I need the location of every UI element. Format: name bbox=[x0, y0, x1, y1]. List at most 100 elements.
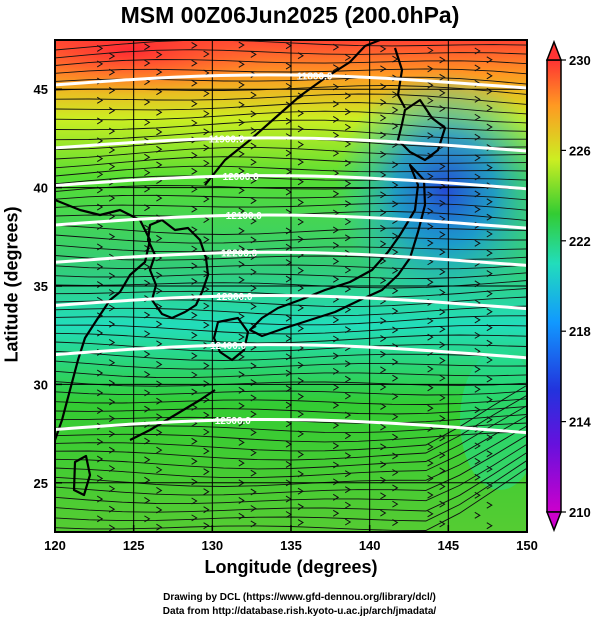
wind-arrow bbox=[344, 411, 352, 419]
wind-arrow bbox=[439, 105, 446, 113]
wind-arrow bbox=[297, 235, 304, 243]
contour-line bbox=[55, 417, 527, 435]
wind-arrow bbox=[380, 209, 387, 216]
wind-arrow bbox=[332, 190, 340, 198]
wind-arrow bbox=[344, 180, 352, 187]
wind-arrow bbox=[486, 123, 493, 131]
wind-arrow bbox=[238, 439, 245, 446]
wind-arrow bbox=[380, 492, 387, 500]
wind-arrow bbox=[392, 287, 399, 295]
wind-arrow bbox=[380, 191, 387, 199]
wind-arrow bbox=[144, 59, 151, 67]
wind-arrow bbox=[427, 491, 434, 499]
wind-arrow bbox=[392, 500, 399, 508]
wind-arrow bbox=[144, 350, 151, 358]
wind-arrow bbox=[332, 383, 340, 391]
wind-arrow bbox=[156, 108, 163, 116]
wind-arrow bbox=[486, 434, 493, 442]
wind-arrow bbox=[380, 171, 387, 179]
wind-arrow bbox=[191, 167, 198, 175]
axis-ticks: 120 125 130 135 140 145 150 25 30 35 40 45 bbox=[34, 82, 538, 553]
wind-arrow bbox=[250, 197, 257, 205]
wind-arrow bbox=[486, 308, 493, 316]
wind-arrow bbox=[297, 218, 304, 226]
wind-arrow bbox=[156, 466, 163, 474]
wind-arrow bbox=[108, 359, 116, 367]
wind-arrow bbox=[108, 68, 116, 76]
wind-arrow bbox=[297, 158, 304, 166]
wind-arrow bbox=[297, 451, 304, 458]
wind-arrow bbox=[96, 170, 104, 178]
wind-arrow bbox=[427, 97, 434, 105]
wind-arrow bbox=[344, 159, 352, 167]
wind-arrow bbox=[392, 248, 399, 256]
wind-arrow bbox=[439, 73, 446, 81]
wind-arrow bbox=[250, 253, 257, 261]
x-tick-label: 120 bbox=[44, 538, 66, 553]
colorbar-scale bbox=[546, 59, 562, 513]
wind-arrow bbox=[144, 169, 151, 177]
wind-arrow bbox=[108, 194, 116, 202]
colorbar-label: 222 bbox=[569, 234, 591, 249]
wind-arrow bbox=[392, 452, 399, 460]
wind-arrow bbox=[344, 54, 352, 61]
wind-arrow bbox=[96, 407, 104, 414]
wind-arrow bbox=[108, 505, 116, 513]
wind-arrow bbox=[238, 459, 245, 467]
wind-arrow bbox=[344, 432, 352, 440]
wind-arrow bbox=[439, 199, 446, 207]
wind-arrow bbox=[108, 127, 116, 135]
wind-arrow bbox=[344, 266, 352, 274]
wind-arrow bbox=[392, 200, 399, 208]
wind-arrow bbox=[297, 325, 304, 332]
wind-arrow bbox=[191, 457, 198, 465]
contour-line bbox=[55, 343, 527, 360]
wind-arrow bbox=[486, 375, 493, 383]
wind-arrow bbox=[144, 311, 151, 319]
wind-arrow bbox=[297, 503, 304, 511]
wind-arrow bbox=[156, 340, 163, 348]
wind-arrow bbox=[96, 281, 104, 288]
wind-arrow bbox=[427, 404, 434, 412]
wind-arrow bbox=[96, 155, 104, 162]
wind-arrow bbox=[203, 195, 210, 203]
wind-arrow bbox=[191, 371, 198, 379]
wind-arrow bbox=[332, 149, 340, 157]
wind-arrow bbox=[96, 117, 104, 125]
contour-labels: 11800.0 11900.0 12000.0 12100.0 12200.0 12300… bbox=[209, 71, 333, 426]
wind-arrow bbox=[344, 123, 352, 131]
contour-line bbox=[55, 174, 527, 191]
wind-arrow bbox=[332, 401, 340, 409]
wind-arrow bbox=[297, 52, 304, 60]
wind-arrow bbox=[474, 442, 481, 450]
wind-arrow bbox=[96, 44, 104, 52]
wind-arrow bbox=[380, 509, 387, 517]
wind-arrow bbox=[392, 484, 399, 492]
wind-arrow bbox=[380, 277, 387, 284]
wind-arrow bbox=[238, 81, 245, 89]
wind-arrow bbox=[203, 236, 210, 244]
y-tick-label: 35 bbox=[34, 279, 48, 294]
wind-arrow bbox=[380, 366, 387, 374]
wind-arrow bbox=[427, 443, 434, 451]
wind-arrow bbox=[156, 287, 163, 295]
wind-arrow bbox=[344, 360, 352, 368]
wind-arrow bbox=[96, 438, 104, 446]
wind-arrow bbox=[332, 442, 340, 450]
wind-arrow bbox=[144, 405, 151, 413]
wind-arrow bbox=[203, 302, 210, 310]
wind-arrow bbox=[144, 476, 151, 484]
wind-arrow bbox=[250, 50, 257, 58]
wind-arrow bbox=[332, 116, 340, 123]
wind-arrow bbox=[474, 205, 481, 213]
wind-arrow bbox=[250, 91, 257, 99]
coastline-sakhalin bbox=[393, 47, 406, 109]
wind-arrow bbox=[156, 361, 163, 368]
wind-arrow bbox=[392, 413, 399, 421]
wind-arrow bbox=[250, 429, 257, 436]
wind-arrow bbox=[380, 65, 387, 73]
wind-arrow bbox=[380, 114, 387, 122]
wind-arrow bbox=[474, 95, 481, 103]
wind-arrow bbox=[203, 506, 210, 514]
wind-arrow bbox=[332, 226, 340, 234]
